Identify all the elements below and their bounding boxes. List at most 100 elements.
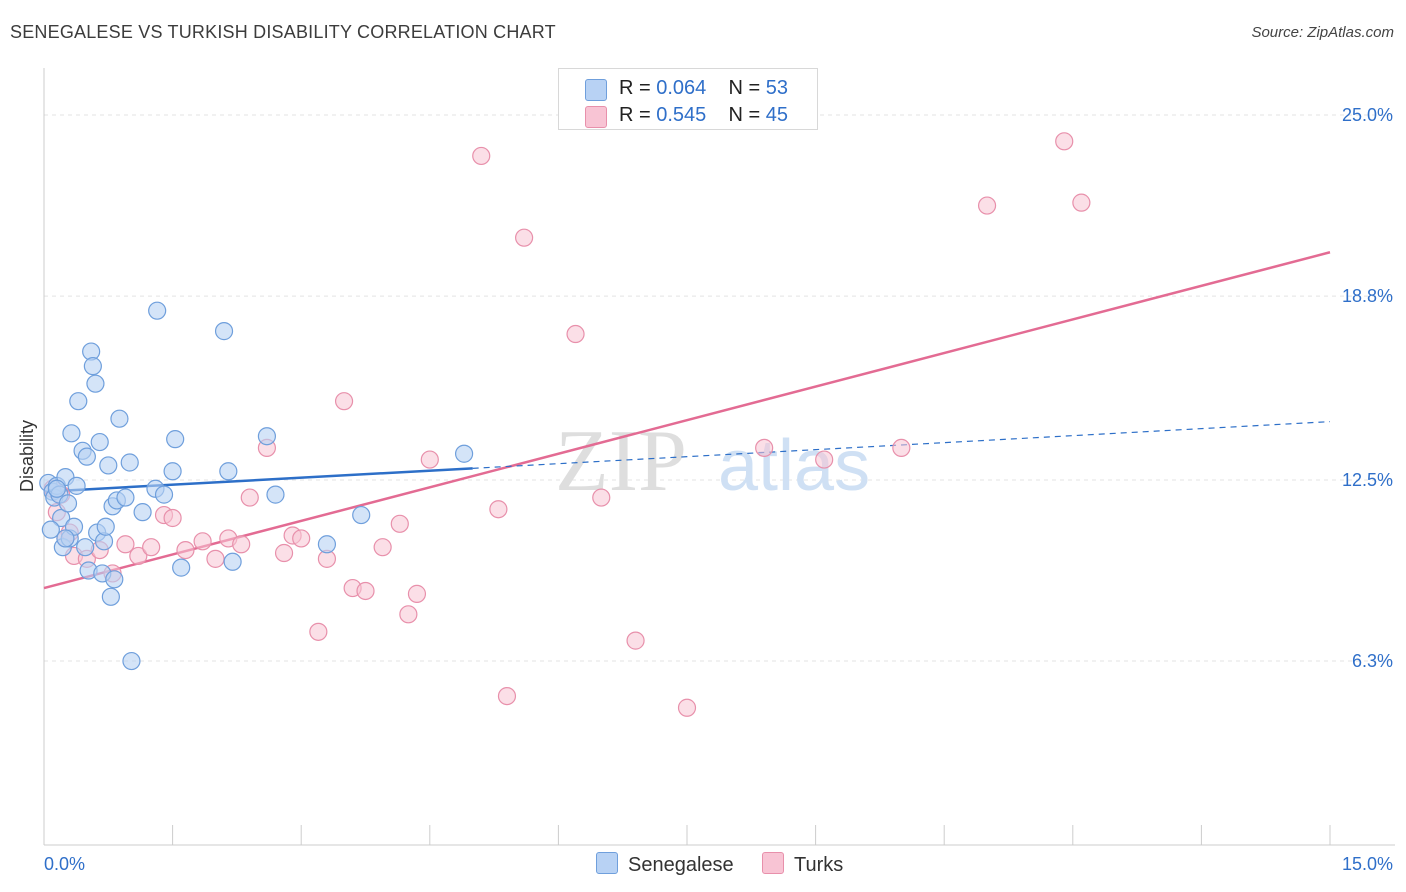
turks-point — [399, 605, 418, 624]
turks-trend-line — [43, 251, 1331, 590]
senegalese-point — [101, 587, 120, 606]
turks-point — [356, 581, 375, 601]
senegalese-point — [56, 529, 75, 548]
senegalese-point — [62, 424, 81, 443]
senegalese-point — [148, 301, 167, 320]
senegalese-point — [122, 651, 141, 671]
senegalese-point — [219, 462, 238, 481]
turks-point — [1072, 193, 1091, 212]
y-tick-label: 25.0% — [1342, 105, 1393, 125]
turks-point — [129, 546, 148, 566]
turks-point — [815, 450, 834, 469]
turks-trend-line-group — [43, 251, 1331, 590]
turks-point — [232, 535, 251, 554]
y-tick-labels: 6.3% 12.5% 18.8% 25.0% — [1342, 105, 1393, 671]
senegalese-point — [120, 453, 139, 472]
senegalese-point — [223, 552, 242, 571]
turks-point — [292, 529, 311, 548]
senegalese-point — [317, 535, 337, 554]
turks-point — [755, 438, 774, 458]
turks-point — [677, 698, 697, 717]
turks-point — [592, 488, 611, 507]
n-value-senegalese: 53 — [765, 77, 789, 99]
senegalese-point — [99, 456, 118, 475]
axes — [43, 68, 1395, 846]
turks-point — [1055, 132, 1074, 151]
senegalese-point — [67, 476, 86, 495]
bottom-legend-turks: Turks — [762, 852, 843, 877]
y-tick-label: 6.3% — [1352, 651, 1393, 671]
senegalese-point — [69, 392, 88, 411]
senegalese-point — [266, 485, 285, 504]
turks-swatch — [585, 106, 607, 128]
turks-point — [274, 543, 294, 563]
senegalese-point — [133, 503, 152, 522]
turks-point — [373, 538, 392, 557]
senegalese-point — [163, 462, 182, 481]
senegalese-point — [96, 517, 115, 536]
turks-point — [566, 324, 585, 344]
turks-point — [515, 228, 534, 247]
n-value-turks: 45 — [765, 104, 789, 126]
n-label: N = — [728, 104, 761, 126]
bottom-legend-senegalese: Senegalese — [596, 852, 734, 877]
senegalese-point — [47, 479, 66, 498]
senegalese-legend-label: Senegalese — [628, 854, 734, 876]
turks-point — [163, 508, 182, 528]
senegalese-point — [154, 485, 174, 504]
senegalese-point — [214, 322, 234, 341]
senegalese-point — [454, 444, 474, 463]
senegalese-point — [41, 520, 60, 539]
turks-point — [240, 488, 259, 507]
turks-point — [206, 549, 225, 568]
senegalese-point — [90, 432, 109, 452]
senegalese-point — [76, 538, 95, 557]
senegalese-point — [58, 494, 78, 513]
turks-legend-swatch — [762, 852, 784, 874]
turks-point — [407, 584, 427, 603]
senegalese-point — [110, 409, 129, 428]
turks-point — [309, 622, 328, 641]
senegalese-point — [116, 488, 135, 507]
x-tick-label: 15.0% — [1342, 854, 1393, 874]
senegalese-point — [172, 558, 191, 577]
n-label: N = — [728, 77, 761, 99]
senegalese-point — [166, 430, 185, 449]
r-label: R = — [619, 77, 651, 99]
chart-title: SENEGALESE VS TURKISH DISABILITY CORRELA… — [10, 22, 556, 42]
watermark-atlas: atlas — [718, 426, 870, 506]
senegalese-points — [39, 301, 474, 671]
watermark-zip: ZIP — [555, 413, 687, 510]
turks-point — [116, 535, 135, 554]
turks-point — [626, 631, 645, 650]
senegalese-point — [257, 427, 277, 446]
x-tick-label: 0.0% — [44, 854, 85, 874]
r-label: R = — [619, 104, 651, 126]
turks-point — [420, 450, 439, 469]
r-value-turks: 0.545 — [656, 104, 707, 126]
turks-point — [977, 196, 997, 215]
stats-legend: R = 0.064 N = 53 R = 0.545 N = 45 — [558, 68, 818, 130]
turks-point — [142, 538, 161, 557]
turks-point — [390, 514, 409, 533]
r-value-senegalese: 0.064 — [656, 77, 707, 99]
senegalese-point — [77, 447, 96, 466]
y-tick-label: 12.5% — [1342, 470, 1393, 490]
source-label: Source: ZipAtlas.com — [1251, 24, 1394, 41]
senegalese-point — [86, 374, 105, 393]
senegalese-point — [83, 357, 102, 376]
turks-point — [497, 686, 517, 706]
turks-point — [472, 146, 491, 166]
senegalese-legend-swatch — [596, 852, 618, 874]
senegalese-trend-line — [43, 467, 473, 493]
senegalese-point — [105, 570, 124, 589]
senegalese-point — [352, 505, 371, 525]
x-tick-labels: 0.0% 15.0% — [44, 854, 1393, 874]
turks-point — [176, 540, 195, 560]
senegalese-trend-line-group — [43, 421, 1331, 493]
senegalese-point — [52, 508, 71, 528]
turks-point — [334, 392, 354, 411]
turks-point — [193, 532, 212, 551]
turks-point — [489, 500, 508, 519]
